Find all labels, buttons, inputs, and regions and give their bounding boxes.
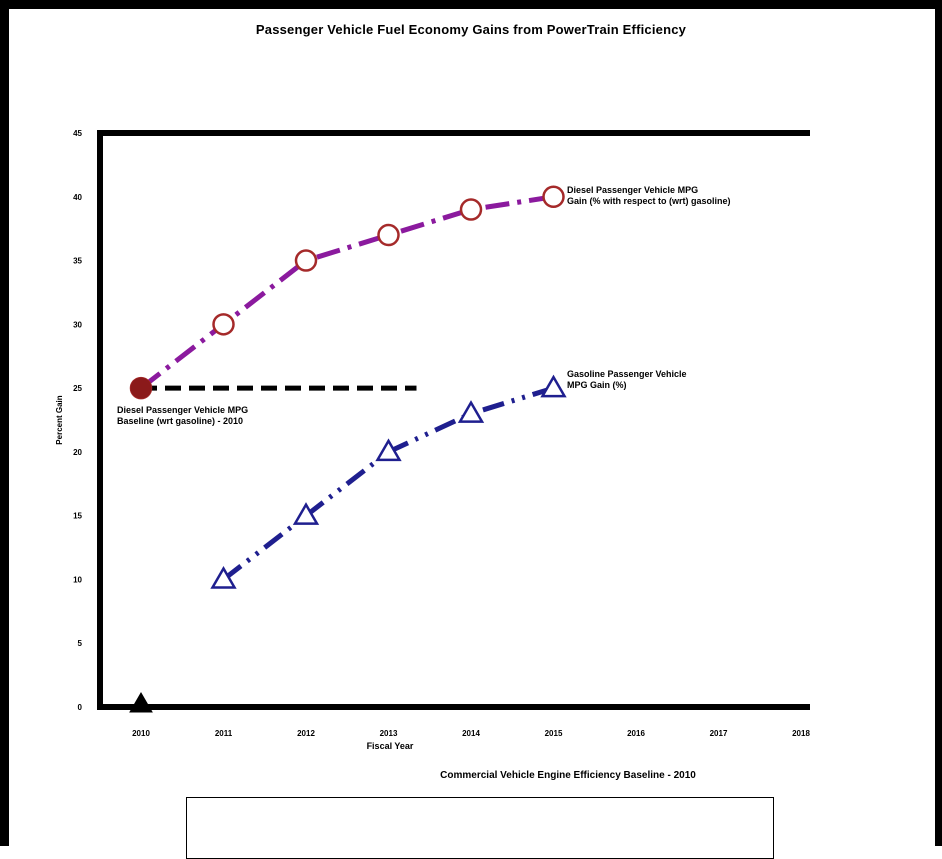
y-axis-label: Percent Gain [55,395,64,444]
chart-title: Passenger Vehicle Fuel Economy Gains fro… [255,22,687,37]
y-tick-label: 15 [73,512,82,521]
frame-right-border [935,9,942,846]
x-tick-label: 2010 [132,729,150,738]
data-point-marker [210,565,237,589]
x-axis-label: Fiscal Year [367,741,414,751]
legend-box [186,797,774,859]
data-point-marker [129,692,153,713]
annotation-diesel-baseline: Diesel Passenger Vehicle MPG [117,405,248,415]
x-tick-label: 2013 [380,729,398,738]
series-line [139,194,554,391]
annotation-gasoline-gain: MPG Gain (%) [567,380,627,390]
y-tick-label: 0 [78,703,83,712]
frame-left-border [0,0,9,846]
x-tick-label: 2014 [462,729,480,738]
x-tick-label: 2016 [627,729,645,738]
data-point-marker [375,438,402,462]
data-point-marker [540,374,567,398]
annotation-diesel-baseline: Baseline (wrt gasoline) - 2010 [117,416,243,426]
x-tick-label: 2017 [710,729,728,738]
data-point-marker [459,198,483,221]
data-point-marker [294,249,318,272]
y-tick-label: 10 [73,575,82,584]
y-tick-label: 35 [73,257,82,266]
x-tick-label: 2012 [297,729,315,738]
y-tick-label: 5 [78,639,83,648]
data-point-marker [542,185,565,209]
data-point-marker [292,502,320,525]
chart-subtitle-bottom: Commercial Vehicle Engine Efficiency Bas… [440,770,696,781]
series-line [221,385,555,582]
y-tick-label: 30 [73,320,82,329]
frame-top-border [0,0,942,9]
annotation-gasoline-gain: Gasoline Passenger Vehicle [567,369,687,379]
y-tick-label: 25 [73,384,82,393]
y-tick-label: 20 [73,448,82,457]
x-tick-label: 2011 [215,729,233,738]
annotation-diesel-gain: Gain (% with respect to (wrt) gasoline) [567,196,731,206]
annotation-diesel-gain: Diesel Passenger Vehicle MPG [567,185,698,195]
data-point-marker [377,223,400,247]
x-tick-label: 2015 [545,729,563,738]
data-point-marker [457,400,485,423]
data-point-marker [212,313,235,336]
x-tick-label: 2018 [792,729,810,738]
y-tick-label: 40 [73,193,82,202]
y-tick-label: 45 [73,129,82,138]
data-point-marker [130,377,152,399]
